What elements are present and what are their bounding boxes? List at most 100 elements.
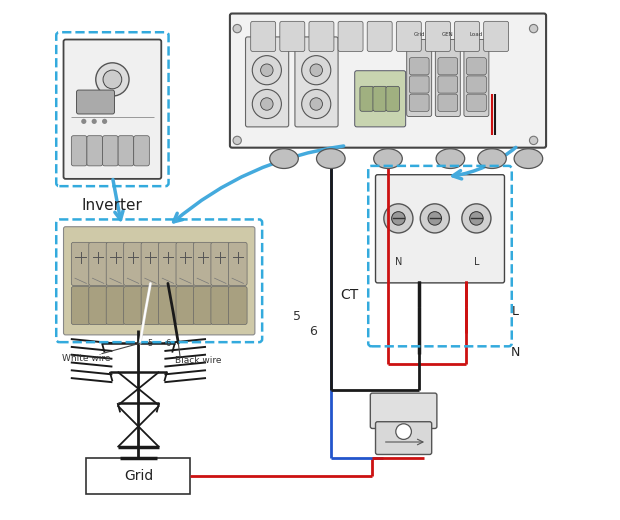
FancyBboxPatch shape <box>435 40 460 116</box>
FancyBboxPatch shape <box>71 287 90 324</box>
Ellipse shape <box>374 149 402 168</box>
FancyBboxPatch shape <box>396 21 421 51</box>
FancyBboxPatch shape <box>71 242 90 285</box>
Text: L: L <box>512 305 519 318</box>
FancyBboxPatch shape <box>360 86 373 111</box>
FancyBboxPatch shape <box>211 242 229 285</box>
FancyBboxPatch shape <box>466 94 486 111</box>
Circle shape <box>103 70 122 89</box>
Circle shape <box>95 63 129 96</box>
FancyBboxPatch shape <box>193 287 212 324</box>
Circle shape <box>420 204 450 233</box>
Circle shape <box>469 212 483 225</box>
Circle shape <box>529 24 538 33</box>
FancyBboxPatch shape <box>373 86 386 111</box>
FancyBboxPatch shape <box>464 40 489 116</box>
Ellipse shape <box>316 149 345 168</box>
FancyBboxPatch shape <box>141 242 160 285</box>
FancyBboxPatch shape <box>228 242 247 285</box>
Circle shape <box>260 64 273 76</box>
FancyBboxPatch shape <box>409 94 429 111</box>
Text: N: N <box>395 257 402 267</box>
FancyBboxPatch shape <box>409 76 429 93</box>
Circle shape <box>233 24 241 33</box>
FancyBboxPatch shape <box>425 21 450 51</box>
Circle shape <box>529 136 538 145</box>
FancyBboxPatch shape <box>309 21 334 51</box>
Text: Inverter: Inverter <box>82 198 143 213</box>
FancyBboxPatch shape <box>438 58 458 75</box>
FancyBboxPatch shape <box>338 21 363 51</box>
FancyBboxPatch shape <box>102 136 118 166</box>
FancyBboxPatch shape <box>409 58 429 75</box>
FancyBboxPatch shape <box>141 287 160 324</box>
Circle shape <box>260 98 273 110</box>
Circle shape <box>384 204 413 233</box>
Circle shape <box>92 119 97 124</box>
Text: N: N <box>511 346 520 359</box>
FancyBboxPatch shape <box>176 287 195 324</box>
FancyBboxPatch shape <box>370 393 437 428</box>
FancyBboxPatch shape <box>246 37 289 127</box>
FancyBboxPatch shape <box>89 242 107 285</box>
FancyBboxPatch shape <box>87 136 102 166</box>
Text: L: L <box>474 257 479 267</box>
FancyBboxPatch shape <box>484 21 508 51</box>
Text: Grid: Grid <box>124 469 153 483</box>
Text: 5: 5 <box>293 310 301 323</box>
FancyBboxPatch shape <box>159 242 177 285</box>
Text: Grid: Grid <box>414 32 425 37</box>
FancyBboxPatch shape <box>376 175 505 283</box>
FancyBboxPatch shape <box>454 21 479 51</box>
FancyBboxPatch shape <box>376 422 432 454</box>
Text: Black wire: Black wire <box>175 356 221 365</box>
Text: GEN: GEN <box>442 32 454 37</box>
FancyBboxPatch shape <box>123 242 143 285</box>
FancyBboxPatch shape <box>230 14 546 148</box>
FancyBboxPatch shape <box>407 40 432 116</box>
Text: Load: Load <box>470 32 483 37</box>
Circle shape <box>81 119 86 124</box>
Text: 6: 6 <box>309 326 317 339</box>
Circle shape <box>462 204 491 233</box>
FancyBboxPatch shape <box>295 37 338 127</box>
Circle shape <box>310 64 322 76</box>
Text: White wire: White wire <box>62 355 110 363</box>
FancyBboxPatch shape <box>118 136 134 166</box>
FancyBboxPatch shape <box>159 287 177 324</box>
Circle shape <box>302 89 331 119</box>
Ellipse shape <box>436 149 465 168</box>
FancyBboxPatch shape <box>89 287 107 324</box>
FancyBboxPatch shape <box>106 242 125 285</box>
FancyBboxPatch shape <box>134 136 149 166</box>
Circle shape <box>392 212 405 225</box>
FancyBboxPatch shape <box>367 21 392 51</box>
Polygon shape <box>86 458 190 494</box>
FancyBboxPatch shape <box>71 136 87 166</box>
Ellipse shape <box>514 149 542 168</box>
Circle shape <box>310 98 322 110</box>
Ellipse shape <box>270 149 298 168</box>
FancyBboxPatch shape <box>466 76 486 93</box>
FancyBboxPatch shape <box>280 21 305 51</box>
Circle shape <box>302 56 331 85</box>
FancyBboxPatch shape <box>438 94 458 111</box>
FancyBboxPatch shape <box>106 287 125 324</box>
Circle shape <box>428 212 441 225</box>
FancyBboxPatch shape <box>63 227 255 335</box>
Circle shape <box>102 119 107 124</box>
FancyBboxPatch shape <box>123 287 143 324</box>
FancyBboxPatch shape <box>211 287 229 324</box>
Circle shape <box>233 136 241 145</box>
FancyBboxPatch shape <box>438 76 458 93</box>
FancyBboxPatch shape <box>386 86 399 111</box>
Circle shape <box>396 424 412 439</box>
FancyBboxPatch shape <box>193 242 212 285</box>
FancyBboxPatch shape <box>176 242 195 285</box>
Ellipse shape <box>477 149 507 168</box>
Text: 5: 5 <box>148 339 153 348</box>
FancyBboxPatch shape <box>63 40 161 179</box>
Text: 6: 6 <box>166 339 171 348</box>
FancyBboxPatch shape <box>76 90 115 114</box>
Circle shape <box>252 56 281 85</box>
